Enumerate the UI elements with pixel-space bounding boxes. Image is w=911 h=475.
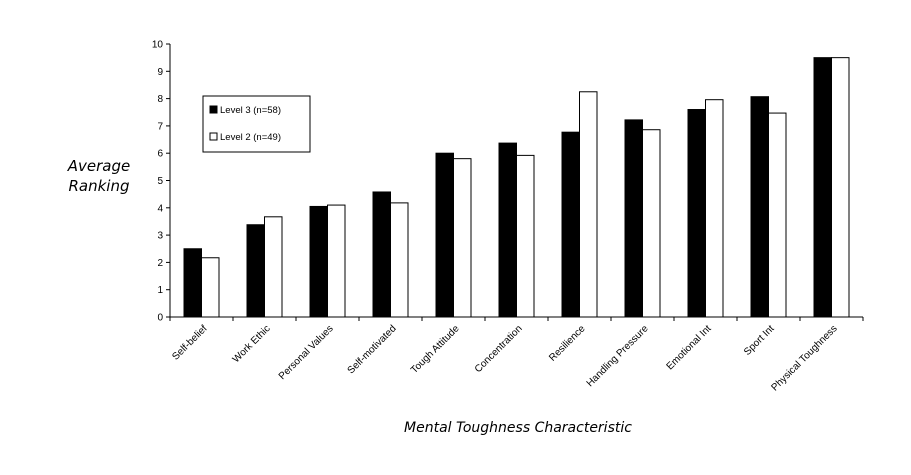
legend-swatch-level2 — [209, 132, 218, 141]
y-tick-label: 10 — [152, 40, 164, 51]
bar-level3 — [687, 109, 706, 318]
bar-level2 — [453, 158, 472, 318]
legend-swatch-level3 — [209, 105, 218, 114]
x-tick-label: Self-motivated — [346, 323, 399, 376]
bar-level2 — [201, 257, 220, 318]
bar-level3 — [498, 142, 517, 318]
legend-label-level3: Level 3 (n=58) — [220, 105, 281, 116]
y-tick-label: 7 — [157, 121, 163, 132]
x-tick-label: Tough Attitude — [409, 323, 462, 376]
bar-level3 — [561, 131, 580, 318]
y-axis-label-line1: Average — [67, 157, 130, 175]
bar-level3 — [246, 224, 265, 318]
y-axis-label-line2: Ranking — [68, 177, 129, 195]
bar-level3 — [813, 57, 832, 318]
legend-label-level2: Level 2 (n=49) — [220, 132, 281, 143]
y-tick-label: 3 — [157, 231, 163, 242]
bar-level3 — [624, 119, 643, 318]
bar-level2 — [264, 216, 283, 318]
bar-level3 — [309, 205, 328, 318]
y-tick-label: 6 — [157, 149, 163, 160]
x-tick-label: Physical Toughness — [769, 323, 839, 393]
bar-level2 — [327, 204, 346, 318]
x-tick-label: Self-belief — [170, 323, 209, 362]
x-axis-tick-labels: Self-belief Work Ethic Personal Values Self… — [169, 317, 864, 393]
bar-level2 — [768, 112, 787, 318]
y-tick-label: 1 — [157, 285, 163, 296]
x-tick-label: Emotional Int — [665, 323, 714, 372]
bar-level2 — [705, 99, 724, 318]
y-tick-label: 8 — [157, 94, 163, 105]
legend-box — [202, 95, 311, 153]
x-tick-label: Personal Values — [277, 323, 336, 382]
x-tick-label: Handling Pressure — [585, 323, 651, 389]
legend: Level 3 (n=58) Level 2 (n=49) — [202, 95, 311, 153]
bar-level3 — [372, 191, 391, 318]
bar-level2 — [831, 57, 850, 318]
y-tick-label: 4 — [157, 203, 163, 214]
x-tick-label: Work Ethic — [231, 323, 273, 365]
y-axis-ticks: 0 1 2 3 4 5 6 7 8 9 10 — [152, 40, 170, 324]
x-axis-label: Mental Toughness Characteristic — [404, 420, 632, 436]
x-tick-label: Sport Int — [742, 323, 777, 358]
bar-level2 — [390, 202, 409, 318]
y-tick-label: 0 — [157, 313, 163, 324]
bar-level3 — [435, 152, 454, 318]
bar-level2 — [579, 91, 598, 318]
y-tick-label: 5 — [157, 176, 163, 187]
x-tick-label: Resilience — [547, 323, 588, 364]
bar-level2 — [642, 129, 661, 318]
y-tick-label: 9 — [157, 67, 163, 78]
bar-level2 — [516, 154, 535, 318]
bar-level3 — [183, 248, 202, 318]
x-tick-label: Concentration — [473, 323, 525, 375]
bar-level3 — [750, 96, 769, 318]
y-tick-label: 2 — [157, 258, 163, 269]
